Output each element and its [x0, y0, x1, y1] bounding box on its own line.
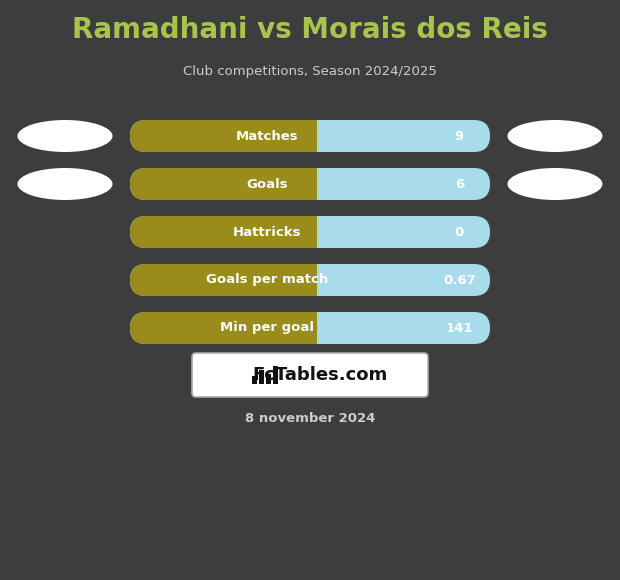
Text: 9: 9	[455, 129, 464, 143]
FancyBboxPatch shape	[130, 264, 317, 296]
FancyBboxPatch shape	[130, 216, 490, 248]
Text: 141: 141	[446, 321, 473, 335]
FancyBboxPatch shape	[130, 312, 490, 344]
Text: Goals: Goals	[246, 177, 288, 190]
FancyBboxPatch shape	[130, 168, 490, 200]
FancyBboxPatch shape	[130, 120, 490, 152]
Ellipse shape	[508, 120, 603, 152]
Text: Hattricks: Hattricks	[232, 226, 301, 238]
Text: Min per goal: Min per goal	[220, 321, 314, 335]
Bar	[259, 370, 264, 384]
FancyBboxPatch shape	[130, 312, 317, 344]
Bar	[266, 374, 271, 384]
Bar	[273, 366, 278, 384]
Ellipse shape	[508, 168, 603, 200]
Text: 0: 0	[455, 226, 464, 238]
Text: Matches: Matches	[236, 129, 298, 143]
Text: Club competitions, Season 2024/2025: Club competitions, Season 2024/2025	[183, 66, 437, 78]
FancyBboxPatch shape	[130, 168, 317, 200]
Bar	[146, 120, 317, 152]
Ellipse shape	[17, 168, 112, 200]
Text: FcTables.com: FcTables.com	[252, 366, 388, 384]
Text: 0.67: 0.67	[443, 274, 476, 287]
Text: 8 november 2024: 8 november 2024	[245, 411, 375, 425]
Bar	[146, 216, 317, 248]
FancyBboxPatch shape	[130, 120, 317, 152]
FancyBboxPatch shape	[192, 353, 428, 397]
Bar	[252, 376, 257, 384]
FancyBboxPatch shape	[130, 264, 490, 296]
Bar	[146, 264, 317, 296]
Ellipse shape	[17, 120, 112, 152]
Text: Goals per match: Goals per match	[206, 274, 328, 287]
Bar	[146, 168, 317, 200]
Text: 6: 6	[455, 177, 464, 190]
FancyBboxPatch shape	[130, 216, 317, 248]
Text: Ramadhani vs Morais dos Reis: Ramadhani vs Morais dos Reis	[72, 16, 548, 44]
Bar	[146, 312, 317, 344]
